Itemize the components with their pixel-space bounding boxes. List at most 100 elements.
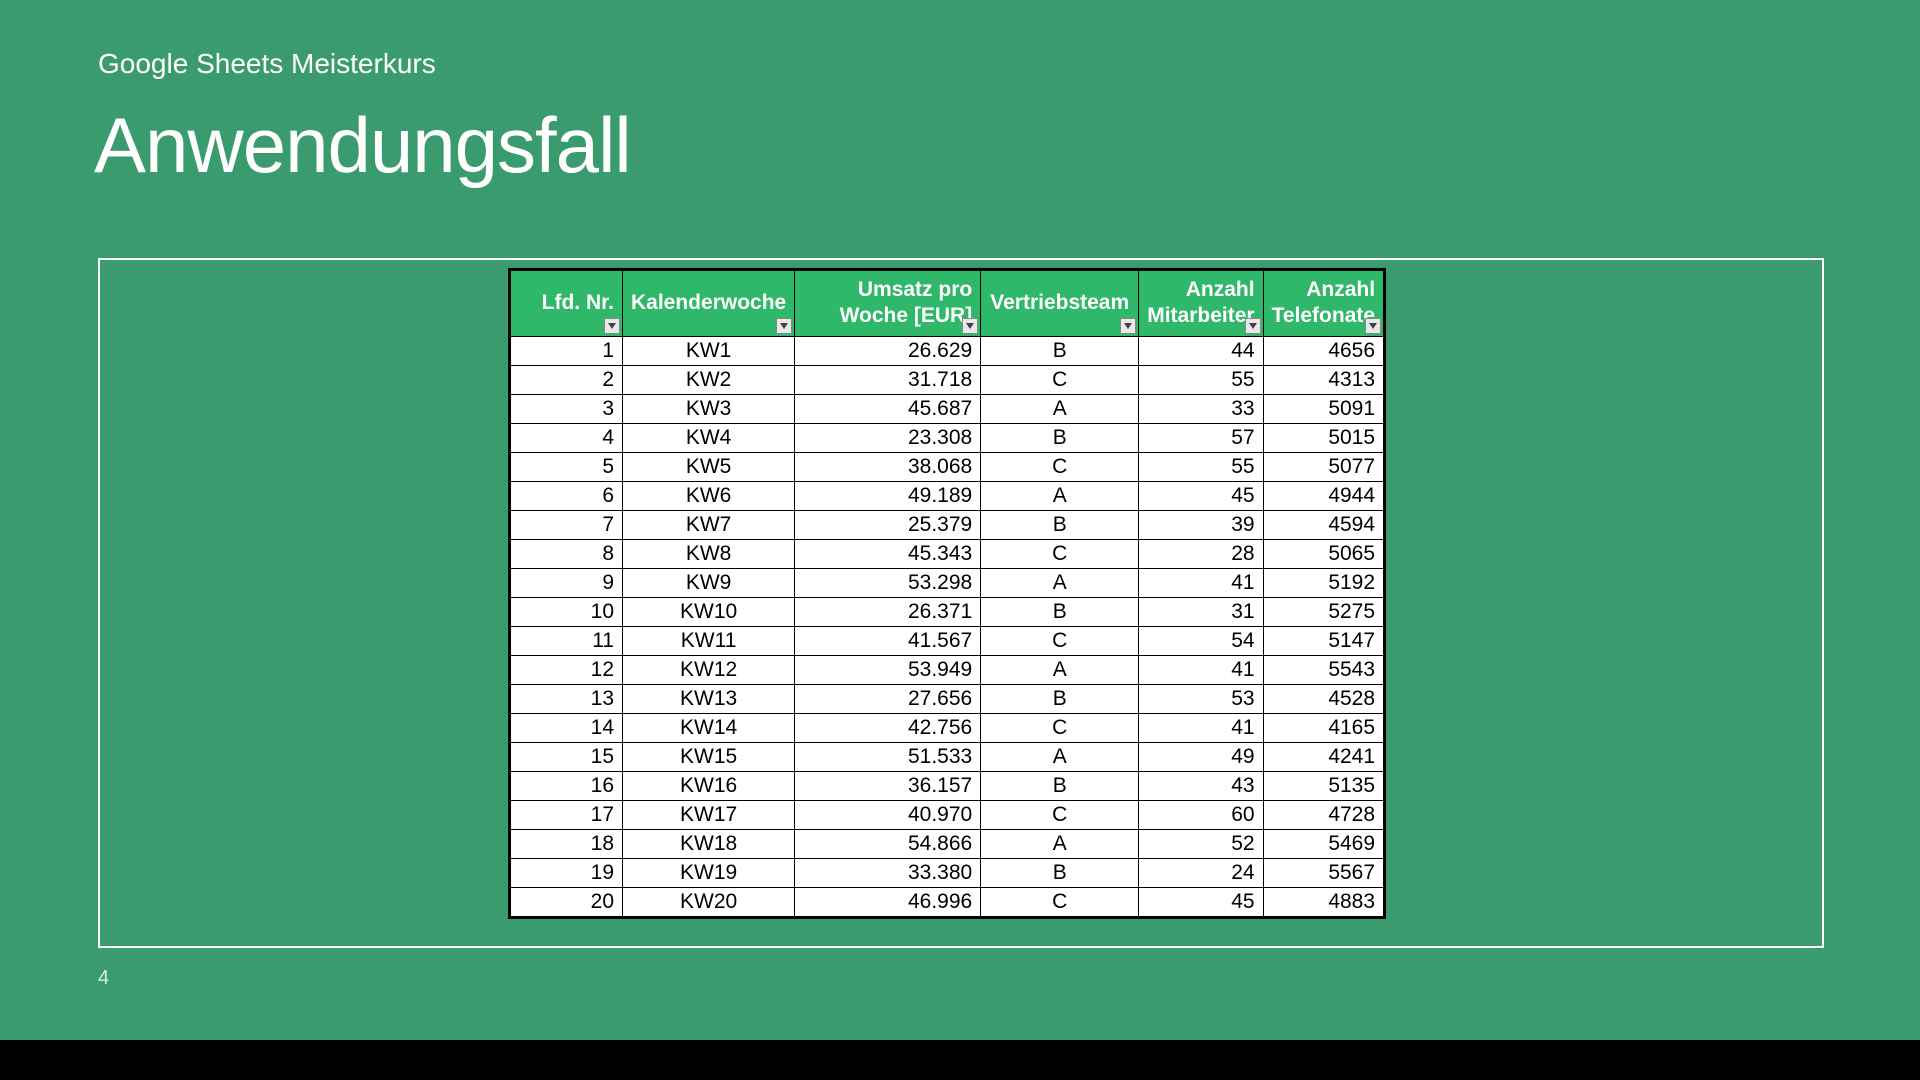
table-cell[interactable]: 44 <box>1139 336 1263 365</box>
table-cell[interactable]: C <box>981 539 1139 568</box>
table-cell[interactable]: 45.687 <box>795 394 981 423</box>
table-cell[interactable]: 45 <box>1139 481 1263 510</box>
table-cell[interactable]: 45 <box>1139 887 1263 916</box>
table-cell[interactable]: 45.343 <box>795 539 981 568</box>
column-header-vertriebsteam[interactable]: Vertriebsteam <box>981 271 1139 337</box>
table-cell[interactable]: 5 <box>511 452 623 481</box>
table-cell[interactable]: KW6 <box>623 481 795 510</box>
table-cell[interactable]: 38.068 <box>795 452 981 481</box>
table-cell[interactable]: 2 <box>511 365 623 394</box>
table-cell[interactable]: 33 <box>1139 394 1263 423</box>
table-cell[interactable]: 27.656 <box>795 684 981 713</box>
table-cell[interactable]: 5147 <box>1263 626 1383 655</box>
table-cell[interactable]: 54 <box>1139 626 1263 655</box>
table-cell[interactable]: 55 <box>1139 365 1263 394</box>
table-cell[interactable]: 24 <box>1139 858 1263 887</box>
table-cell[interactable]: 25.379 <box>795 510 981 539</box>
table-cell[interactable]: 4728 <box>1263 800 1383 829</box>
table-cell[interactable]: 17 <box>511 800 623 829</box>
table-cell[interactable]: 53.949 <box>795 655 981 684</box>
table-cell[interactable]: 13 <box>511 684 623 713</box>
table-cell[interactable]: 40.970 <box>795 800 981 829</box>
table-cell[interactable]: KW13 <box>623 684 795 713</box>
table-cell[interactable]: 8 <box>511 539 623 568</box>
table-cell[interactable]: 41 <box>1139 568 1263 597</box>
table-cell[interactable]: 41.567 <box>795 626 981 655</box>
table-cell[interactable]: 57 <box>1139 423 1263 452</box>
table-cell[interactable]: 4528 <box>1263 684 1383 713</box>
table-cell[interactable]: B <box>981 423 1139 452</box>
table-cell[interactable]: KW18 <box>623 829 795 858</box>
table-cell[interactable]: KW20 <box>623 887 795 916</box>
table-cell[interactable]: 14 <box>511 713 623 742</box>
table-cell[interactable]: KW3 <box>623 394 795 423</box>
table-cell[interactable]: 55 <box>1139 452 1263 481</box>
column-header-telefonate[interactable]: Anzahl Telefonate <box>1263 271 1383 337</box>
table-cell[interactable]: 36.157 <box>795 771 981 800</box>
table-cell[interactable]: 53 <box>1139 684 1263 713</box>
table-cell[interactable]: KW12 <box>623 655 795 684</box>
table-cell[interactable]: 51.533 <box>795 742 981 771</box>
table-cell[interactable]: A <box>981 742 1139 771</box>
table-cell[interactable]: 5469 <box>1263 829 1383 858</box>
table-cell[interactable]: 15 <box>511 742 623 771</box>
table-cell[interactable]: 5135 <box>1263 771 1383 800</box>
table-cell[interactable]: KW15 <box>623 742 795 771</box>
table-cell[interactable]: 39 <box>1139 510 1263 539</box>
table-cell[interactable]: 3 <box>511 394 623 423</box>
table-cell[interactable]: 49.189 <box>795 481 981 510</box>
table-cell[interactable]: 26.371 <box>795 597 981 626</box>
table-cell[interactable]: 5015 <box>1263 423 1383 452</box>
table-cell[interactable]: KW16 <box>623 771 795 800</box>
table-cell[interactable]: 46.996 <box>795 887 981 916</box>
table-cell[interactable]: B <box>981 858 1139 887</box>
table-cell[interactable]: 43 <box>1139 771 1263 800</box>
table-cell[interactable]: C <box>981 452 1139 481</box>
table-cell[interactable]: KW7 <box>623 510 795 539</box>
table-cell[interactable]: 4241 <box>1263 742 1383 771</box>
table-cell[interactable]: 4944 <box>1263 481 1383 510</box>
table-cell[interactable]: C <box>981 365 1139 394</box>
column-header-umsatz[interactable]: Umsatz pro Woche [EUR] <box>795 271 981 337</box>
table-cell[interactable]: 5065 <box>1263 539 1383 568</box>
table-cell[interactable]: KW10 <box>623 597 795 626</box>
table-cell[interactable]: 4594 <box>1263 510 1383 539</box>
table-cell[interactable]: 49 <box>1139 742 1263 771</box>
table-cell[interactable]: 23.308 <box>795 423 981 452</box>
table-cell[interactable]: 18 <box>511 829 623 858</box>
table-cell[interactable]: C <box>981 713 1139 742</box>
column-header-kalenderwoche[interactable]: Kalenderwoche <box>623 271 795 337</box>
table-cell[interactable]: 5275 <box>1263 597 1383 626</box>
table-cell[interactable]: A <box>981 568 1139 597</box>
filter-dropdown-icon[interactable] <box>1245 318 1261 334</box>
table-cell[interactable]: KW8 <box>623 539 795 568</box>
table-cell[interactable]: 7 <box>511 510 623 539</box>
table-cell[interactable]: 60 <box>1139 800 1263 829</box>
table-cell[interactable]: 31.718 <box>795 365 981 394</box>
table-cell[interactable]: 5192 <box>1263 568 1383 597</box>
table-cell[interactable]: KW5 <box>623 452 795 481</box>
table-cell[interactable]: 9 <box>511 568 623 597</box>
table-cell[interactable]: 41 <box>1139 713 1263 742</box>
table-cell[interactable]: KW4 <box>623 423 795 452</box>
table-cell[interactable]: A <box>981 394 1139 423</box>
table-cell[interactable]: 6 <box>511 481 623 510</box>
table-cell[interactable]: 42.756 <box>795 713 981 742</box>
table-cell[interactable]: B <box>981 771 1139 800</box>
table-cell[interactable]: A <box>981 655 1139 684</box>
table-cell[interactable]: C <box>981 626 1139 655</box>
filter-dropdown-icon[interactable] <box>962 318 978 334</box>
table-cell[interactable]: B <box>981 684 1139 713</box>
table-cell[interactable]: KW2 <box>623 365 795 394</box>
table-cell[interactable]: A <box>981 481 1139 510</box>
table-cell[interactable]: 54.866 <box>795 829 981 858</box>
table-cell[interactable]: A <box>981 829 1139 858</box>
table-cell[interactable]: 41 <box>1139 655 1263 684</box>
table-cell[interactable]: 5091 <box>1263 394 1383 423</box>
table-cell[interactable]: 11 <box>511 626 623 655</box>
table-cell[interactable]: 16 <box>511 771 623 800</box>
table-cell[interactable]: 1 <box>511 336 623 365</box>
filter-dropdown-icon[interactable] <box>776 318 792 334</box>
column-header-mitarbeiter[interactable]: Anzahl Mitarbeiter <box>1139 271 1263 337</box>
table-cell[interactable]: KW17 <box>623 800 795 829</box>
